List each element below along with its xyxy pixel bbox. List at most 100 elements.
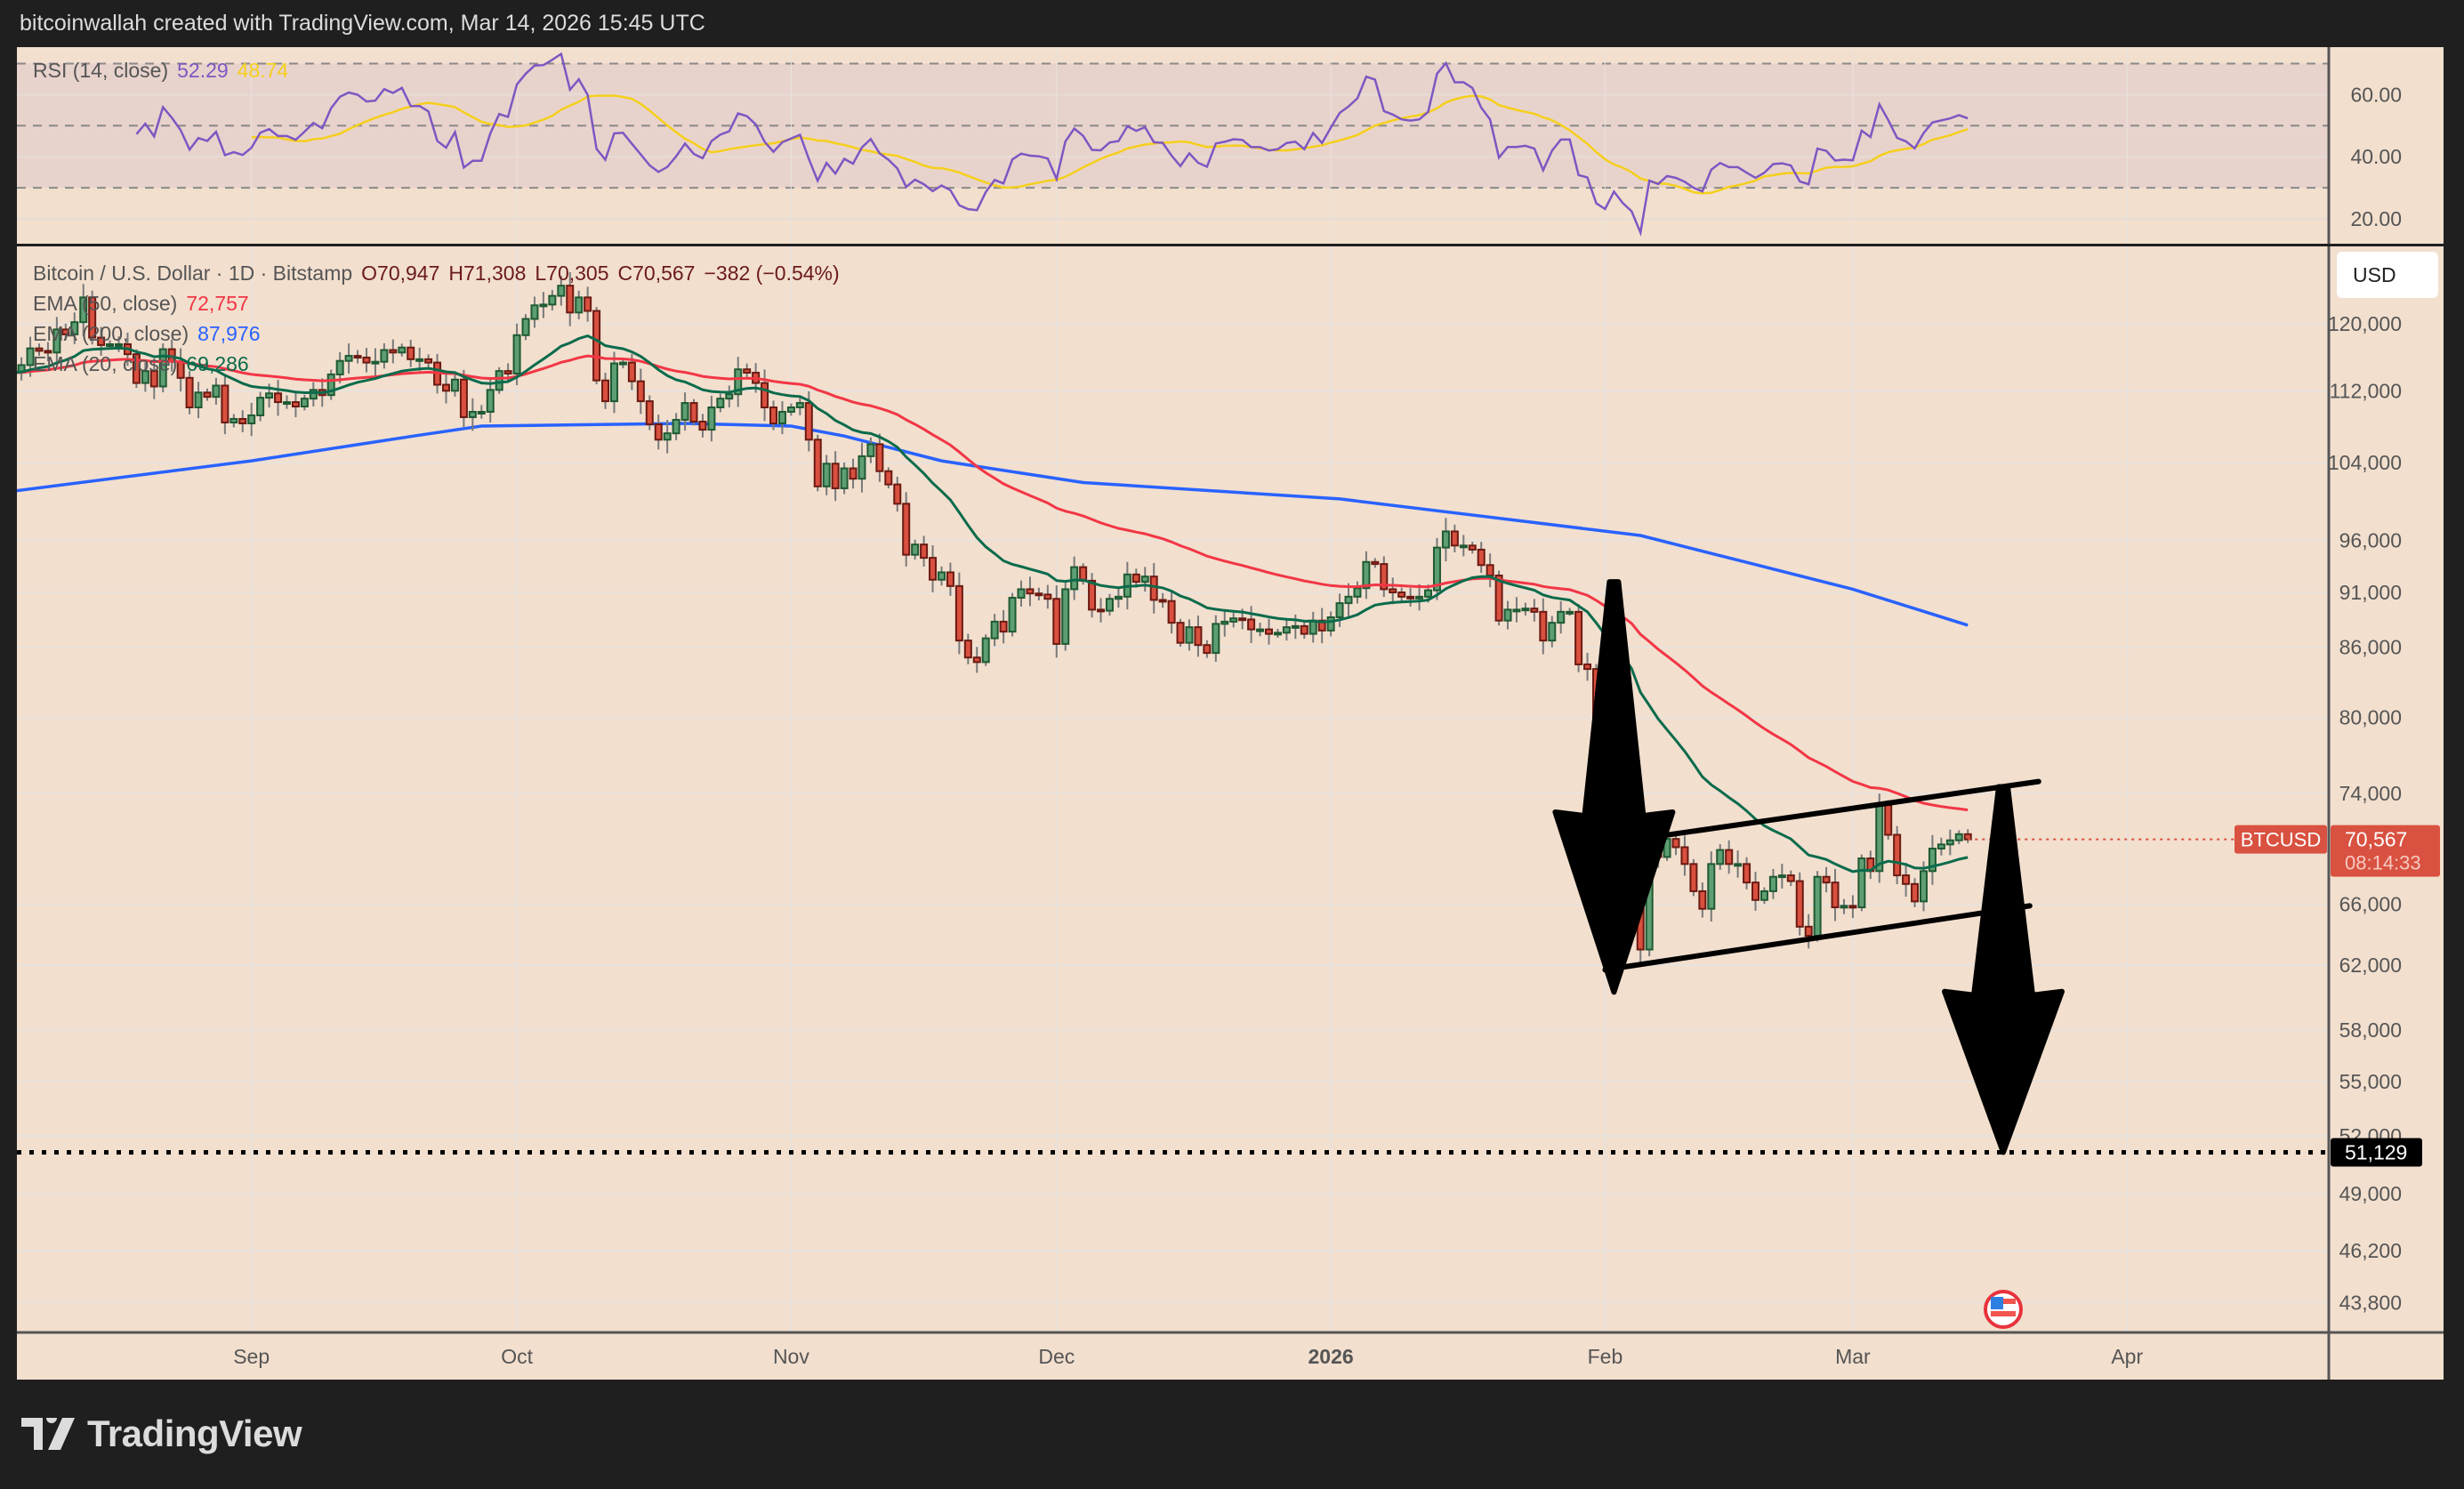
candle[interactable] (963, 633, 972, 664)
candle[interactable] (1759, 887, 1768, 905)
candle[interactable] (840, 463, 849, 495)
candle[interactable] (1777, 864, 1786, 889)
candle[interactable] (1512, 597, 1521, 623)
candle[interactable] (954, 572, 963, 655)
candle[interactable] (1786, 870, 1795, 887)
candle[interactable] (1026, 576, 1035, 607)
candle[interactable] (601, 372, 610, 409)
candle[interactable] (79, 284, 88, 336)
candle[interactable] (442, 372, 451, 404)
candle[interactable] (1468, 541, 1477, 554)
candle[interactable] (663, 419, 672, 454)
candle[interactable] (698, 414, 707, 438)
candle[interactable] (920, 535, 929, 567)
candle[interactable] (1583, 652, 1592, 681)
candle[interactable] (353, 350, 362, 364)
candle[interactable] (1317, 608, 1326, 644)
candle[interactable] (1131, 568, 1140, 588)
candle[interactable] (1158, 592, 1167, 608)
channel-upper-line[interactable] (1647, 778, 2041, 841)
candle[interactable] (185, 371, 194, 415)
candle[interactable] (795, 395, 804, 415)
candle[interactable] (1928, 834, 1937, 885)
candle[interactable] (636, 368, 645, 415)
candle[interactable] (247, 402, 256, 437)
down-arrow-drawing[interactable] (1942, 784, 2065, 1155)
candle[interactable] (1574, 604, 1583, 672)
candle[interactable] (1432, 537, 1441, 600)
candle[interactable] (972, 647, 981, 673)
candle[interactable] (468, 398, 477, 431)
candle[interactable] (1203, 640, 1212, 658)
candle[interactable] (1061, 582, 1070, 651)
candle[interactable] (1902, 863, 1911, 897)
candle[interactable] (1680, 835, 1689, 876)
price-pane[interactable] (10, 271, 2329, 1155)
candle[interactable] (592, 307, 601, 385)
candle[interactable] (769, 400, 778, 431)
candle[interactable] (831, 451, 840, 502)
candle[interactable] (70, 312, 79, 344)
candle[interactable] (1503, 600, 1512, 630)
candle[interactable] (10, 369, 16, 377)
candle[interactable] (1689, 858, 1698, 897)
candle[interactable] (911, 539, 920, 560)
candle[interactable] (344, 342, 353, 374)
candle[interactable] (1530, 599, 1539, 622)
candle[interactable] (1725, 840, 1734, 874)
candle[interactable] (743, 363, 752, 379)
candle[interactable] (1707, 851, 1716, 922)
candle[interactable] (548, 290, 557, 310)
candle[interactable] (734, 357, 743, 407)
candle[interactable] (1441, 518, 1450, 562)
candle[interactable] (1088, 573, 1097, 618)
candle[interactable] (326, 369, 335, 400)
candle[interactable] (575, 290, 584, 320)
candle[interactable] (52, 317, 61, 366)
candle[interactable] (1698, 882, 1707, 918)
candle[interactable] (1344, 583, 1353, 617)
candle[interactable] (786, 403, 795, 416)
candle[interactable] (1300, 621, 1308, 640)
candle[interactable] (1256, 622, 1265, 637)
down-arrow-drawing[interactable] (1552, 579, 1676, 995)
candle[interactable] (1548, 616, 1557, 648)
candle[interactable] (1822, 866, 1831, 893)
candle[interactable] (813, 434, 822, 492)
candle[interactable] (1795, 872, 1804, 936)
candle[interactable] (858, 442, 866, 493)
candle[interactable] (1070, 556, 1079, 600)
candle[interactable] (1397, 587, 1406, 602)
candle[interactable] (274, 380, 283, 416)
candle[interactable] (203, 388, 212, 401)
candle[interactable] (1247, 606, 1256, 643)
candle[interactable] (1804, 914, 1813, 949)
candle[interactable] (761, 369, 769, 422)
candle[interactable] (645, 395, 654, 431)
candle[interactable] (1282, 619, 1291, 641)
candle[interactable] (1557, 600, 1566, 634)
candle[interactable] (1114, 588, 1123, 608)
candle[interactable] (1415, 584, 1424, 611)
tradingview-logo[interactable]: TradingView (21, 1413, 302, 1455)
candle[interactable] (1264, 618, 1273, 645)
candle[interactable] (194, 382, 203, 419)
candle[interactable] (1954, 830, 1963, 845)
candle[interactable] (1734, 850, 1743, 878)
candle[interactable] (1459, 535, 1468, 557)
candle[interactable] (1919, 861, 1928, 912)
candle[interactable] (1716, 844, 1725, 870)
candle[interactable] (371, 348, 380, 377)
candle[interactable] (1566, 608, 1574, 616)
candle[interactable] (1167, 590, 1176, 634)
candle[interactable] (893, 476, 902, 512)
candle[interactable] (256, 391, 265, 422)
candle[interactable] (875, 433, 884, 482)
candle[interactable] (1140, 567, 1149, 592)
candle[interactable] (1273, 628, 1282, 638)
candle[interactable] (450, 374, 459, 397)
candle[interactable] (158, 343, 167, 393)
candle[interactable] (1389, 577, 1397, 605)
candle[interactable] (282, 395, 291, 409)
